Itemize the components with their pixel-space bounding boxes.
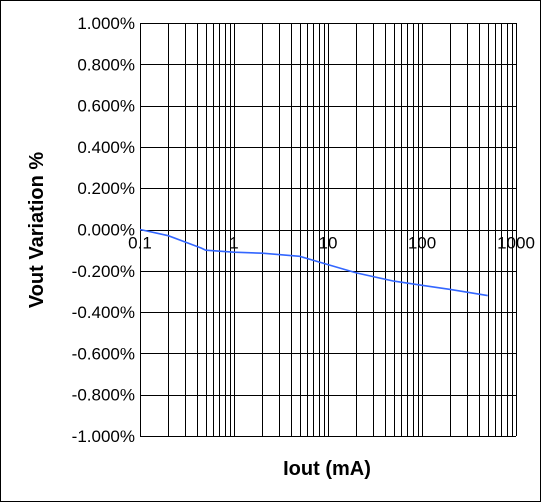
x-tick-label: 100 (408, 234, 436, 253)
y-tick-label: -0.200% (72, 262, 135, 281)
y-tick-label: 0.400% (77, 138, 135, 157)
y-axis-title: Vout Variation % (26, 152, 48, 309)
x-tick-label: 1000 (497, 234, 535, 253)
x-axis-title: Iout (mA) (283, 458, 371, 480)
y-tick-label: 0.200% (77, 179, 135, 198)
y-tick-label: -0.800% (72, 386, 135, 405)
grid-layer (140, 23, 517, 437)
x-tick-label: 10 (319, 234, 338, 253)
y-tick-labels: 1.000% 0.800% 0.600% 0.400% 0.200% 0.000% -0.2… (72, 14, 135, 446)
y-tick-label: -0.600% (72, 344, 135, 363)
y-tick-label: 0.000% (77, 221, 135, 240)
x-tick-label: 0.1 (128, 234, 152, 253)
y-tick-label: 0.600% (77, 97, 135, 116)
y-tick-label: -1.000% (72, 427, 135, 446)
x-tick-labels: 0.1 1 10 100 1000 (128, 234, 535, 253)
y-tick-label: 1.000% (77, 14, 135, 33)
series-line (139, 228, 488, 297)
y-tick-label: 0.800% (77, 55, 135, 74)
series-layer (139, 228, 488, 297)
x-tick-label: 1 (229, 234, 238, 253)
y-tick-label: -0.400% (72, 303, 135, 322)
